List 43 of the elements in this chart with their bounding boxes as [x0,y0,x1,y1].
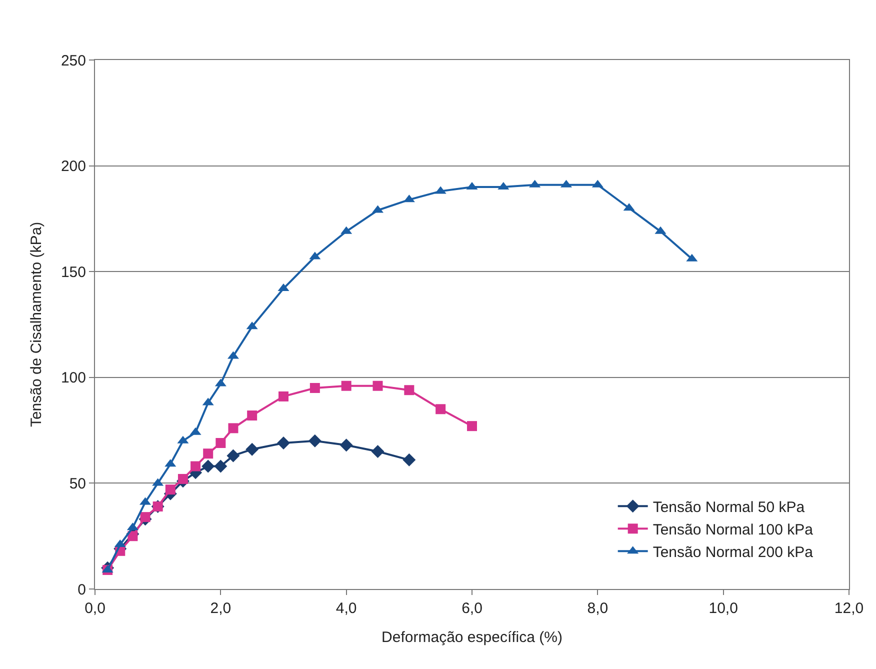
y-tick-label: 200 [60,158,86,176]
y-tick-label: 100 [60,370,86,387]
legend-label: Tensão Normal 50 kPa [652,498,806,516]
point [372,380,383,391]
point [228,423,238,434]
point [140,512,150,522]
point [404,385,414,396]
point [278,391,288,402]
y-tick-label: 50 [69,475,86,492]
x-tick-label: 4,0 [336,600,357,617]
legend-label: Tensão Normal 100 kPa [652,521,814,538]
point [277,436,290,450]
point [402,453,416,466]
point [308,434,322,448]
point [467,421,477,432]
legend-label: Tensão Normal 200 kPa [652,544,814,561]
x-tick-label: 10,0 [708,600,738,617]
point [178,474,188,484]
x-tick-label: 8,0 [587,600,608,617]
point [128,531,138,542]
point [371,444,384,458]
point [203,448,214,459]
point [214,460,228,473]
y-axis-title: Tensão de Cisalhamento (kPa) [28,222,46,428]
point [165,484,176,495]
x-tick-label: 2,0 [210,600,232,617]
point [202,460,215,473]
y-tick-label: 0 [78,581,86,598]
point [341,380,352,391]
y-tick-label: 150 [60,264,86,281]
x-axis-title: Deformação específica (%) [382,629,562,646]
point [436,404,446,414]
point [247,410,258,420]
point [216,438,226,448]
point [246,442,259,456]
y-tick-label: 250 [60,52,86,70]
x-tick-label: 12,0 [834,600,864,617]
x-tick-label: 0,0 [84,600,106,617]
x-tick-label: 6,0 [462,600,482,617]
point [226,449,240,462]
point [340,438,353,452]
point [190,461,201,472]
point [310,382,320,393]
